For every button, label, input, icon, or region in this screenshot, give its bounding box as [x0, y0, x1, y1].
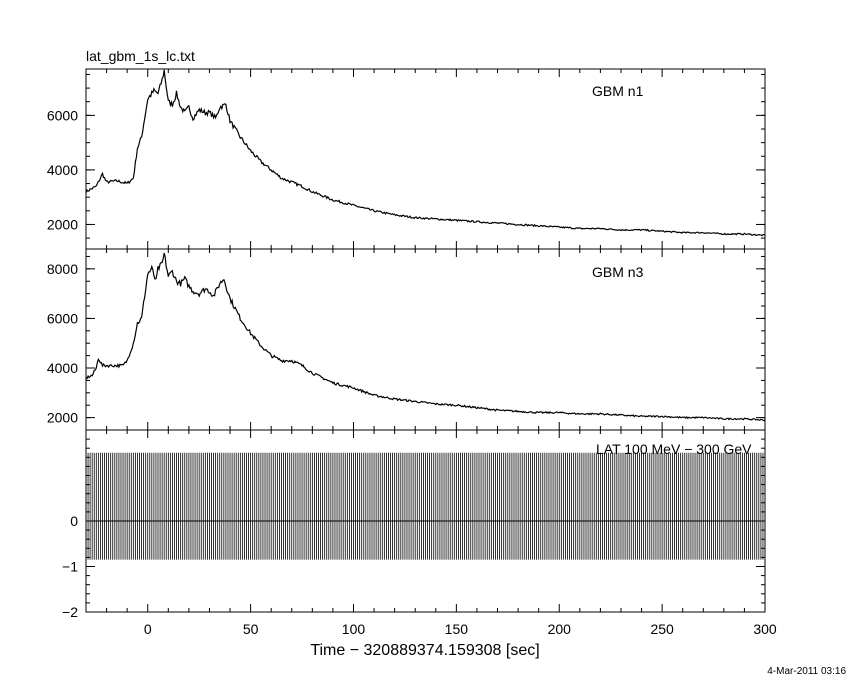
y-tick-label: 2000	[47, 216, 78, 232]
x-tick-label: 250	[650, 621, 674, 637]
y-tick-label: 0	[70, 513, 78, 529]
y-tick-label: 8000	[47, 261, 78, 277]
x-axis-tick-labels: 0 50 100 150 200 250 300	[144, 621, 777, 637]
lat-panel-label: LAT 100 MeV − 300 GeV	[596, 441, 752, 457]
gbm-n1-panel-label: GBM n1	[592, 83, 644, 99]
data-series-line	[85, 69, 766, 237]
x-tick-label: 150	[445, 621, 469, 637]
chart-file-title: lat_gbm_1s_lc.txt	[86, 48, 195, 64]
data-series-line	[85, 252, 766, 422]
x-tick-label: 0	[144, 621, 152, 637]
y-tick-label: 2000	[47, 410, 78, 426]
panel-frame	[85, 68, 766, 250]
x-tick-label: 50	[243, 621, 259, 637]
y-tick-label: −1	[62, 559, 78, 575]
y-tick-label: 4000	[47, 360, 78, 376]
y-tick-label: 6000	[47, 310, 78, 326]
x-axis-label: Time − 320889374.159308 [sec]	[310, 642, 539, 659]
lat-panel: −2 −1 0 LAT 100 MeV − 300 GeV	[62, 429, 766, 620]
gbm-n3-panel-label: GBM n3	[592, 264, 644, 280]
x-tick-label: 300	[753, 621, 777, 637]
panel-frame	[85, 248, 766, 431]
y-tick-label: −2	[62, 604, 78, 620]
x-tick-label: 100	[342, 621, 366, 637]
gbm-n3-panel: GBM n3 2000 4000 6000 8000	[47, 248, 766, 431]
y-tick-label: 4000	[47, 162, 78, 178]
gbm-n1-panel: GBM n1 2000 4000 6000	[47, 68, 766, 250]
x-tick-label: 200	[548, 621, 572, 637]
y-tick-label: 6000	[47, 107, 78, 123]
chart-timestamp: 4-Mar-2011 03:16	[767, 666, 846, 677]
